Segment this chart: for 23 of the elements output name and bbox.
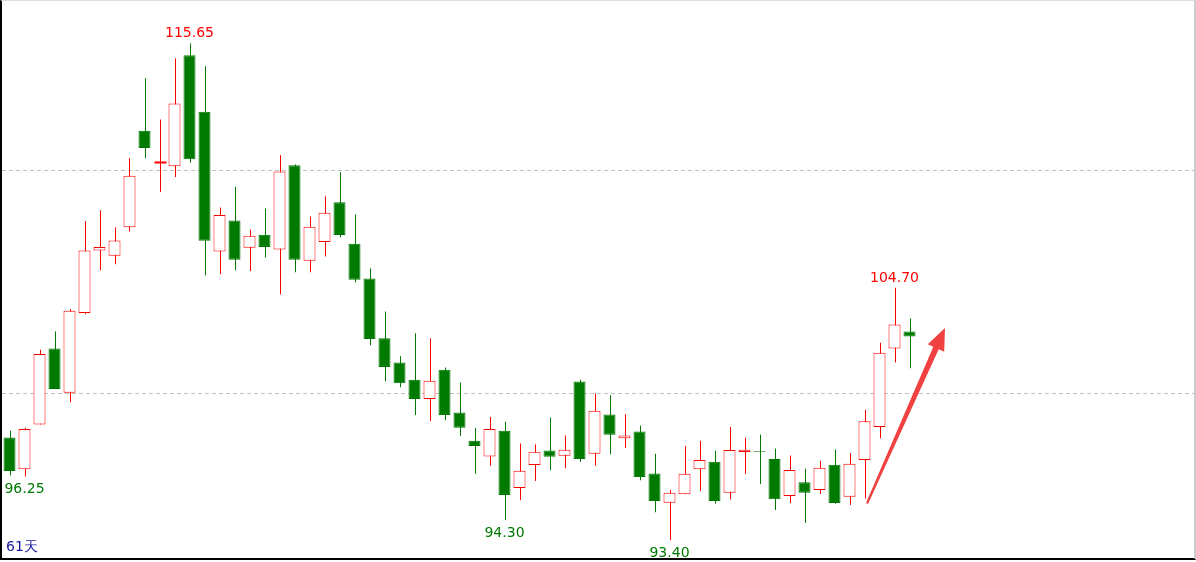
candlestick	[558, 434, 571, 469]
candlestick	[543, 417, 556, 471]
candlestick	[783, 455, 796, 504]
candlestick	[813, 460, 826, 495]
candlestick	[258, 207, 271, 259]
candlestick	[153, 119, 168, 193]
candlestick	[798, 468, 811, 524]
candlestick	[903, 317, 916, 369]
annotation: 115.65	[165, 24, 214, 41]
annotation: 61天	[6, 538, 38, 556]
candlestick	[468, 427, 481, 475]
annotation: 94.30	[484, 523, 525, 540]
candlestick	[678, 445, 691, 495]
annotation: 104.70	[870, 268, 919, 285]
candlestick	[138, 77, 151, 159]
annotation: 96.25	[4, 480, 45, 497]
candlestick	[453, 382, 466, 437]
candlestick	[393, 355, 406, 388]
candlestick	[603, 394, 616, 455]
candlestick	[93, 209, 106, 271]
annotation: 93.40	[649, 543, 690, 560]
candlestick	[618, 413, 631, 449]
candlestick	[888, 287, 901, 363]
